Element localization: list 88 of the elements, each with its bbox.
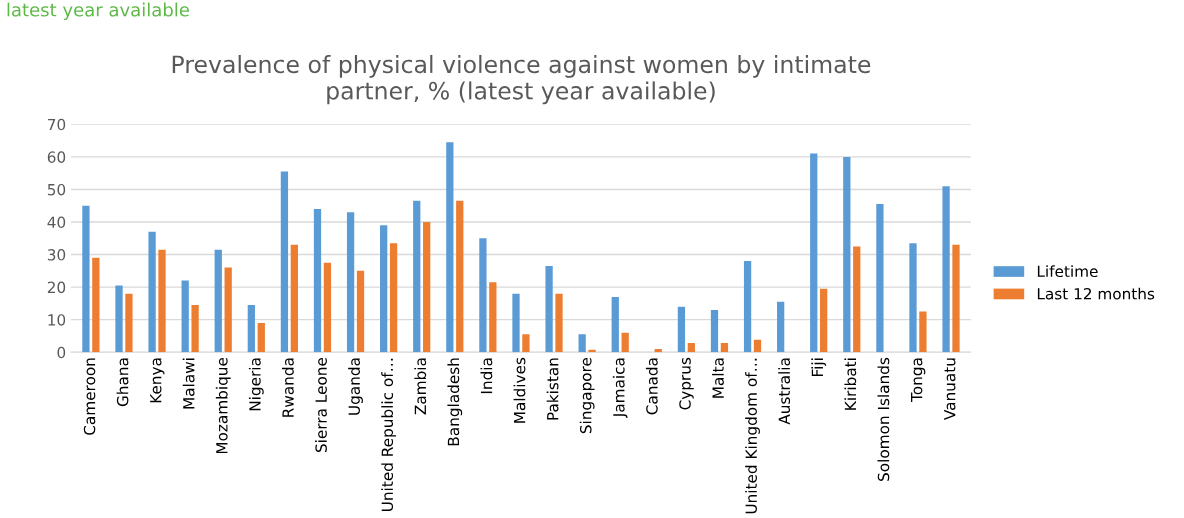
x-tick-label: United Republic of… (381, 358, 397, 511)
bar (125, 293, 133, 353)
y-tick-label: 70 (47, 118, 66, 131)
bar (611, 296, 619, 353)
bar (290, 244, 298, 353)
y-tick-label: 0 (57, 346, 66, 359)
bar (479, 238, 487, 353)
x-tick-label: Maldives (513, 357, 526, 423)
bar (578, 334, 586, 353)
legend-label: Last 12 months (1037, 287, 1155, 300)
x-tick-label: Bangladesh (447, 358, 463, 446)
x-tick-label: Kiribati (844, 358, 857, 410)
bar (810, 153, 818, 353)
bar (876, 204, 884, 353)
y-tick-label: 30 (47, 249, 66, 261)
bar (555, 293, 563, 353)
bar (82, 205, 90, 353)
bar (677, 306, 686, 353)
x-tick-label: India (480, 358, 493, 394)
x-tick-label: Australia (778, 358, 791, 425)
bar (743, 261, 752, 353)
bar (356, 270, 365, 353)
bar (942, 186, 950, 353)
bar (919, 311, 927, 353)
bar (545, 265, 553, 353)
bar (224, 267, 232, 353)
bar (389, 243, 398, 353)
x-tick-label: Canada (645, 358, 658, 415)
bar (181, 280, 189, 353)
bar (323, 262, 332, 353)
y-tick-label: 60 (47, 151, 66, 163)
bar (843, 156, 851, 353)
bar (280, 171, 289, 353)
chart-title: Prevalence of physical violence against women by intimate partner, % (latest year available) (172, 54, 871, 105)
bar (753, 339, 762, 353)
bar (820, 288, 828, 353)
bar (413, 200, 421, 353)
bar (456, 200, 464, 353)
x-tick-label: Nigeria (248, 358, 264, 411)
bar (720, 343, 729, 353)
x-tick-label: Malawi (182, 358, 195, 409)
x-tick-label: United Kingdom of… (745, 358, 760, 514)
bar (214, 249, 222, 353)
bar (247, 305, 255, 353)
x-tick-label: Uganda (348, 358, 363, 415)
bar (423, 222, 431, 353)
bar (257, 322, 265, 353)
x-tick-label: Singapore (579, 357, 595, 434)
x-tick-label: Jamaica (612, 358, 628, 419)
x-tick-label: Tonga (911, 358, 926, 402)
bar (313, 208, 322, 353)
x-tick-label: Vanuatu (944, 358, 956, 421)
bar (115, 285, 123, 353)
bar (92, 257, 100, 353)
bar (158, 249, 166, 353)
legend-label: Lifetime (1037, 265, 1098, 278)
x-tick-label: Pakistan (546, 358, 559, 420)
x-tick-label: Cyprus (679, 357, 694, 410)
bar (621, 332, 629, 353)
y-tick-label: 50 (47, 183, 66, 196)
bar (952, 244, 960, 353)
y-tick-label: 20 (47, 281, 66, 294)
x-tick-label: Solomon Islands (877, 357, 890, 481)
x-tick-label: Sierra Leone (315, 357, 327, 453)
bar (777, 301, 785, 353)
bar (909, 243, 917, 353)
x-tick-label: Kenya (150, 358, 165, 403)
bar (687, 343, 695, 353)
bar (512, 293, 520, 353)
bar (446, 142, 454, 353)
x-tick-label: Zambia (414, 358, 427, 415)
bar (522, 334, 530, 353)
bar (191, 305, 199, 353)
bar (710, 309, 719, 353)
x-tick-label: Fiji (811, 358, 827, 377)
bar (346, 212, 355, 353)
x-tick-label: Ghana (116, 358, 129, 407)
text: latest year available (7, 2, 189, 21)
y-tick-label: 10 (48, 314, 66, 326)
x-tick-label: Malta (712, 358, 724, 398)
bar (380, 225, 388, 353)
bar (489, 282, 497, 353)
bar (148, 231, 156, 353)
x-tick-label: Rwanda (281, 358, 294, 417)
x-tick-label: Mozambique (215, 357, 231, 454)
x-tick-label: Cameroon (83, 358, 96, 435)
bar (853, 246, 861, 353)
y-tick-label: 40 (47, 216, 66, 229)
